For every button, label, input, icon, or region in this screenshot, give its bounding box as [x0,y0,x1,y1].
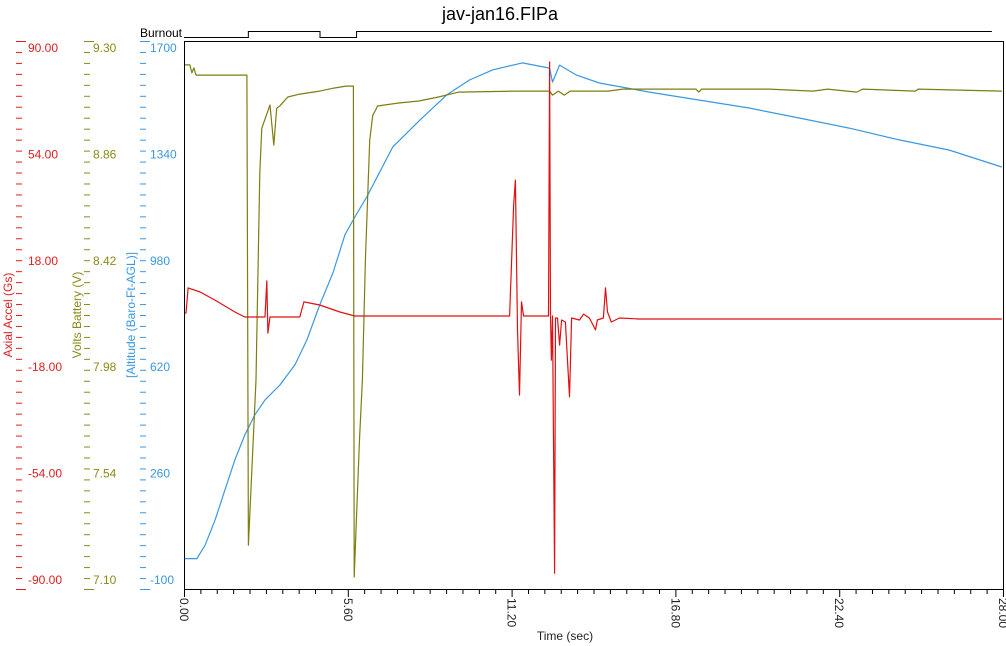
y-tick-label-alt: 1700 [150,41,177,55]
burnout-trace [184,31,992,38]
series-accel [184,61,1002,574]
y-tick-label-alt: 260 [150,467,170,481]
y-tick-label-accel: -18.00 [28,360,62,374]
y-tick-label-volts: 7.98 [93,360,117,374]
series-volts [184,64,1002,578]
burnout-label: Burnout [140,26,183,40]
y-tick-label-accel: -90.00 [28,573,62,587]
y-tick-label-accel: -54.00 [28,467,62,481]
y-tick-label-alt: 1340 [150,147,177,161]
y-tick-label-volts: 9.30 [93,41,117,55]
series-alt [184,62,1002,560]
x-tick-label: 22.40 [832,598,846,628]
plot-frame [184,41,1004,590]
y-tick-label-volts: 7.10 [93,573,117,587]
y-axis-title-altitude: [Altitude (Baro-Ft-AGL)] [124,252,138,378]
x-tick-label: 16.80 [668,598,682,628]
y-tick-label-accel: 90.00 [28,41,58,55]
y-tick-label-volts: 8.42 [93,254,117,268]
x-tick-label: 28.00 [996,598,1006,628]
y-axis-title-volts: Volts Battery (V) [70,272,84,359]
chart-title: jav-jan16.FIPa [441,4,559,24]
x-axis-title: Time (sec) [537,629,593,643]
x-tick-label: 11.20 [505,598,519,627]
y-tick-label-alt: 980 [150,254,170,268]
y-tick-label-volts: 8.86 [93,147,117,161]
y-tick-label-accel: 18.00 [28,254,58,268]
y-axis-title-accel: Axial Accel (Gs) [1,273,15,358]
y-tick-label-volts: 7.54 [93,467,117,481]
y-tick-label-alt: -100 [150,573,174,587]
x-tick-label: 5.60 [341,598,355,622]
x-tick-label: 0.00 [177,598,191,622]
y-tick-label-alt: 620 [150,360,170,374]
y-tick-label-accel: 54.00 [28,147,58,161]
